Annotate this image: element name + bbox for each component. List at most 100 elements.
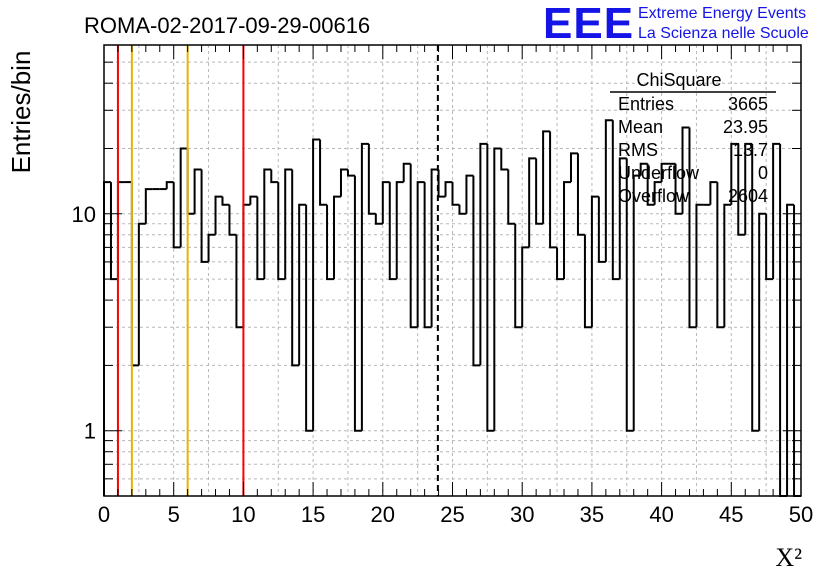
histogram-bin xyxy=(618,157,627,280)
histogram-bin xyxy=(507,169,516,225)
histogram-bin xyxy=(514,223,523,329)
histogram-bin xyxy=(611,120,620,281)
x-tick-label: 40 xyxy=(649,502,673,527)
histogram-bin xyxy=(381,181,390,224)
y-tick-label: 1 xyxy=(84,419,96,444)
histogram-bin xyxy=(604,119,613,262)
histogram-bin xyxy=(472,175,481,367)
histogram-bin xyxy=(528,157,537,248)
histogram-bin xyxy=(437,169,446,198)
x-tick-label: 45 xyxy=(719,502,743,527)
histogram-bin xyxy=(493,147,502,431)
histogram-bin xyxy=(423,182,432,329)
x-tick-label: 15 xyxy=(301,502,325,527)
histogram-bin xyxy=(563,181,571,280)
histogram-bin xyxy=(444,181,453,197)
eee-logo-mark: EEE xyxy=(543,0,635,48)
histogram-bin xyxy=(535,158,544,225)
histogram-bin xyxy=(542,130,551,224)
chart-title: ROMA-02-2017-09-29-00616 xyxy=(84,13,370,38)
histogram-bin xyxy=(305,204,314,432)
histogram-bin xyxy=(779,143,788,497)
y-tick-label: 10 xyxy=(72,202,96,227)
histogram-bin xyxy=(312,138,321,431)
histogram-bin xyxy=(221,196,230,206)
histogram-bin xyxy=(465,174,474,214)
stats-row-value: 23.95 xyxy=(723,117,768,137)
histogram-bin xyxy=(186,148,195,215)
stats-row-value: 3665 xyxy=(728,94,768,114)
stats-row-value: 13.7 xyxy=(733,140,768,160)
histogram-bin xyxy=(326,204,335,281)
histogram-bin xyxy=(688,127,697,329)
stats-row-label: Mean xyxy=(618,117,663,137)
stats-row-label: Entries xyxy=(618,94,674,114)
histogram-bin xyxy=(235,234,244,329)
histogram-bin xyxy=(137,222,146,366)
histogram-bin xyxy=(751,143,760,432)
histogram-bin xyxy=(772,142,781,280)
histogram-bin xyxy=(730,142,739,205)
histogram-bin xyxy=(144,188,153,224)
histogram-bin xyxy=(765,213,774,281)
histogram-bin xyxy=(207,233,216,262)
histogram-bin xyxy=(660,162,669,183)
histogram-bin xyxy=(367,143,376,215)
histogram-bin xyxy=(479,142,488,366)
x-tick-label: 0 xyxy=(98,502,110,527)
x-tick-label: 5 xyxy=(168,502,180,527)
histogram-bin xyxy=(249,195,258,205)
histogram-bin xyxy=(695,203,704,328)
histogram-bin xyxy=(353,175,362,432)
histogram-bin xyxy=(500,148,509,171)
x-axis-label: X² xyxy=(775,543,802,572)
y-axis-label: Entries/bin xyxy=(6,51,36,174)
x-tick-label: 50 xyxy=(789,502,813,527)
histogram-bin xyxy=(388,182,397,281)
histogram-bin xyxy=(263,168,272,280)
stats-box-title: ChiSquare xyxy=(636,70,721,90)
histogram-bin xyxy=(639,162,648,176)
histogram-bin xyxy=(632,174,641,431)
histogram-bin xyxy=(521,246,530,328)
histogram-bin xyxy=(653,181,662,205)
histogram-bin xyxy=(319,139,328,206)
histogram-bin xyxy=(583,234,592,329)
grid xyxy=(104,44,801,497)
logo-text-line1: Extreme Energy Events xyxy=(638,5,807,22)
stats-row-value: 2604 xyxy=(728,186,768,206)
stats-row-label: Overflow xyxy=(618,186,690,206)
histogram-bin xyxy=(165,181,174,190)
x-tick-label: 35 xyxy=(580,502,604,527)
histogram-bin xyxy=(193,168,202,214)
histogram-bin xyxy=(339,168,348,197)
histogram-bin xyxy=(625,158,634,432)
histogram-bin xyxy=(549,131,558,249)
histogram-bin xyxy=(709,181,718,205)
histogram-bin xyxy=(458,204,467,215)
histogram-bin xyxy=(793,204,801,497)
histogram-bin xyxy=(681,126,690,214)
stats-box: ChiSquare Entries 3665 Mean 23.95 RMS 13.7 Und… xyxy=(610,70,776,206)
logo-text-line2: La Scienza nelle Scuole xyxy=(638,25,809,42)
histogram-bin xyxy=(346,169,355,177)
histogram-bin xyxy=(360,142,369,431)
histogram-bin xyxy=(451,182,460,206)
x-tick-label: 30 xyxy=(510,502,534,527)
histogram-bin xyxy=(556,247,565,281)
stats-row-label: Underflow xyxy=(618,163,700,183)
histogram-bin xyxy=(716,182,725,329)
histogram-bin xyxy=(130,182,139,367)
histogram-bin xyxy=(416,181,425,328)
histogram-bin xyxy=(284,168,293,280)
histogram-bin xyxy=(333,195,341,280)
histogram-bin xyxy=(786,203,795,496)
histogram-bin xyxy=(270,169,279,184)
histogram-bin xyxy=(576,153,585,236)
stats-row-value: 0 xyxy=(758,163,768,183)
histogram-bin xyxy=(116,181,125,280)
histogram-bin xyxy=(569,152,578,183)
x-tick-label: 20 xyxy=(371,502,395,527)
histogram-bin xyxy=(200,169,209,263)
histogram-bin xyxy=(744,142,753,235)
